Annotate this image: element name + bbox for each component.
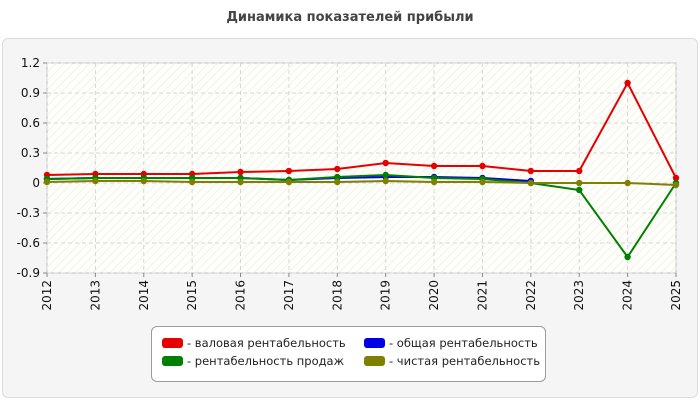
legend-label: - рентабельность продаж (187, 354, 344, 368)
legend-item-overall-profitability: - общая рентабельность (364, 336, 538, 350)
data-point (479, 178, 486, 186)
legend-swatch (162, 338, 183, 348)
series-line (46, 173, 677, 259)
x-tick-label: 2021 (475, 280, 489, 311)
data-point (188, 178, 196, 186)
data-point (430, 178, 438, 186)
data-point (334, 178, 341, 186)
data-point (237, 178, 244, 186)
x-tick-label: 2018 (330, 280, 344, 311)
series-line (46, 80, 677, 179)
data-point (382, 171, 389, 179)
legend-label: - общая рентабельность (389, 336, 538, 350)
legend-item-net-profitability: - чистая рентабельность (364, 354, 540, 368)
data-point (382, 159, 389, 167)
chart-title: Динамика показателей прибыли (226, 10, 474, 25)
data-point (237, 168, 244, 176)
data-point (672, 181, 680, 189)
legend-swatch (162, 356, 183, 366)
data-point (576, 167, 583, 175)
legend: - валовая рентабельность - общая рентабе… (151, 326, 546, 382)
data-point (624, 179, 631, 187)
series-3 (43, 177, 680, 189)
data-point (140, 177, 147, 185)
x-tick-label: 2017 (282, 280, 296, 311)
data-point (527, 167, 535, 175)
data-point (624, 79, 631, 87)
series-layer (43, 79, 680, 261)
y-tick-label: -0.9 (17, 266, 40, 280)
y-tick-label: 0.9 (21, 86, 40, 100)
x-tick-label: 2022 (524, 280, 538, 311)
x-tick-label: 2012 (40, 280, 54, 311)
data-point (334, 173, 341, 181)
data-point (527, 179, 535, 187)
data-point (430, 162, 438, 170)
x-tick-label: 2016 (234, 280, 248, 311)
data-point (382, 177, 389, 185)
x-tick-label: 2014 (137, 280, 151, 311)
data-point (92, 177, 99, 185)
y-tick-label: 0 (32, 176, 40, 190)
data-point (285, 178, 293, 186)
x-tick-label: 2024 (621, 280, 635, 311)
data-point (479, 162, 486, 170)
legend-item-sales-profitability: - рентабельность продаж (162, 354, 344, 368)
data-point (576, 186, 583, 194)
x-tick-label: 2013 (88, 280, 102, 311)
y-tick-label: 0.3 (21, 146, 40, 160)
data-point (334, 165, 341, 173)
series-line (46, 179, 677, 186)
legend-label: - валовая рентабельность (187, 336, 346, 350)
y-tick-label: -0.3 (17, 206, 40, 220)
data-point (576, 179, 583, 187)
data-point (43, 178, 51, 186)
x-tick-label: 2023 (572, 280, 586, 311)
legend-label: - чистая рентабельность (389, 354, 541, 368)
legend-swatch (364, 356, 385, 366)
x-tick-label: 2025 (669, 280, 683, 311)
y-tick-label: 1.2 (21, 56, 40, 70)
data-point (285, 167, 293, 175)
legend-item-gross-profitability: - валовая рентабельность (162, 336, 346, 350)
x-tick-label: 2020 (427, 280, 441, 311)
data-point (672, 174, 680, 182)
x-tick-label: 2019 (379, 280, 393, 311)
y-tick-label: -0.6 (17, 236, 40, 250)
legend-swatch (364, 338, 385, 348)
x-tick-label: 2015 (185, 280, 199, 311)
y-tick-label: 0.6 (21, 116, 40, 130)
data-point (624, 253, 631, 261)
plot-area (46, 62, 677, 274)
